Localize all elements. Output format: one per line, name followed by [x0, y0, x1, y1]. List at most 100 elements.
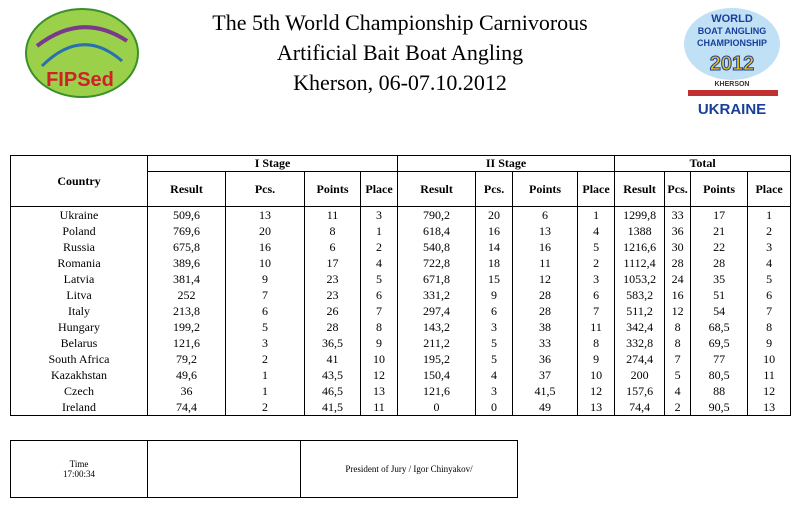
cell: 26 [304, 303, 361, 319]
cell: 297,4 [397, 303, 477, 319]
cell: 671,8 [397, 271, 477, 287]
cell: 30 [664, 239, 692, 255]
table-row: Romania 389,6 10 17 4 722,8 18 11 2 1112,4 28 28 4 [10, 255, 792, 271]
logo-text: WORLD [711, 13, 753, 25]
cell: 28 [690, 255, 749, 271]
cell: 51 [690, 287, 749, 303]
cell: 252 [147, 287, 226, 303]
cell: 199,2 [147, 319, 226, 335]
cell: 43,5 [304, 367, 361, 383]
sub-header: Place [359, 171, 399, 207]
cell: 46,5 [304, 383, 361, 399]
cell: 22 [690, 239, 749, 255]
cell: 88 [690, 383, 749, 399]
cell: 11 [304, 206, 361, 223]
cell: 7 [577, 303, 616, 319]
country-header: Country [10, 155, 148, 207]
sub-header: Points [690, 171, 749, 207]
cell: 1388 [614, 223, 666, 239]
stage-header: II Stage [397, 155, 616, 172]
cell: 213,8 [147, 303, 226, 319]
cell: 8 [664, 335, 692, 351]
cell: 2 [577, 255, 616, 271]
cell: 8 [304, 223, 361, 239]
logo-text: FIPSed [46, 69, 114, 91]
cell: 13 [359, 383, 399, 399]
country: Ireland [10, 399, 148, 416]
cell: 6 [225, 303, 305, 319]
time: 17:00:34 [62, 469, 95, 479]
cell: 9 [359, 335, 399, 351]
cell: 5 [664, 367, 692, 383]
cell: 10 [577, 367, 616, 383]
cell: 274,4 [614, 351, 666, 367]
cell: 675,8 [147, 239, 226, 255]
cell: 7 [359, 303, 399, 319]
cell: 3 [359, 206, 399, 223]
cell: 23 [304, 271, 361, 287]
cell: 143,2 [397, 319, 477, 335]
cell: 11 [512, 255, 579, 271]
sub-header: Result [614, 171, 666, 207]
cell: 5 [475, 351, 514, 367]
logo-text: CHAMPIONSHIP [697, 38, 767, 48]
cell: 1053,2 [614, 271, 666, 287]
cell: 11 [747, 367, 792, 383]
country: Kazakhstan [10, 367, 148, 383]
footer-table: Time 17:00:34 President of Jury / Igor Ch… [10, 440, 518, 498]
stage-header: I Stage [146, 155, 399, 172]
cell: 1 [225, 367, 305, 383]
sub-header: Pcs. [475, 171, 514, 207]
cell: 54 [690, 303, 749, 319]
cell: 1 [747, 206, 792, 223]
title-line: Artificial Bait Boat Angling [276, 40, 524, 65]
cell: 28 [512, 287, 579, 303]
cell: 342,4 [614, 319, 666, 335]
cell: 33 [664, 206, 692, 223]
cell: 36 [664, 223, 692, 239]
table-row: Poland 769,6 20 8 1 618,4 16 13 4 1388 36 21 2 [10, 223, 792, 239]
cell: 1 [359, 223, 399, 239]
country: Hungary [10, 319, 148, 335]
cell: 2 [225, 351, 305, 367]
sub-header: Pcs. [664, 171, 692, 207]
cell: 12 [577, 383, 616, 399]
cell: 4 [359, 255, 399, 271]
cell: 16 [512, 239, 579, 255]
cell: 37 [512, 367, 579, 383]
cell: 618,4 [397, 223, 477, 239]
cell: 9 [225, 271, 305, 287]
cell: 13 [747, 399, 792, 416]
cell: 6 [359, 287, 399, 303]
cell: 9 [475, 287, 514, 303]
cell: 13 [577, 399, 616, 416]
country: South Africa [10, 351, 148, 367]
cell: 14 [475, 239, 514, 255]
cell: 12 [747, 383, 792, 399]
cell: 8 [359, 319, 399, 335]
cell: 11 [359, 399, 399, 416]
logo-text: UKRAINE [698, 101, 766, 118]
cell: 1112,4 [614, 255, 666, 271]
country: Italy [10, 303, 148, 319]
cell: 6 [304, 239, 361, 255]
cell: 1216,6 [614, 239, 666, 255]
cell: 69,5 [690, 335, 749, 351]
cell: 10 [747, 351, 792, 367]
cell: 790,2 [397, 206, 477, 223]
cell: 150,4 [397, 367, 477, 383]
cell: 6 [512, 206, 579, 223]
title-line: Kherson, 06-07.10.2012 [293, 70, 507, 95]
cell: 583,2 [614, 287, 666, 303]
logo-text: KHERSON [714, 81, 749, 88]
cell: 13 [512, 223, 579, 239]
cell: 511,2 [614, 303, 666, 319]
cell: 74,4 [147, 399, 226, 416]
table-row: Ireland 74,4 2 41,5 11 0 0 49 13 74,4 2 90,5 13 [10, 399, 792, 416]
cell: 1 [577, 206, 616, 223]
country: Belarus [10, 335, 148, 351]
cell: 4 [664, 383, 692, 399]
cell: 2 [664, 399, 692, 416]
cell: 2 [747, 223, 792, 239]
cell: 77 [690, 351, 749, 367]
